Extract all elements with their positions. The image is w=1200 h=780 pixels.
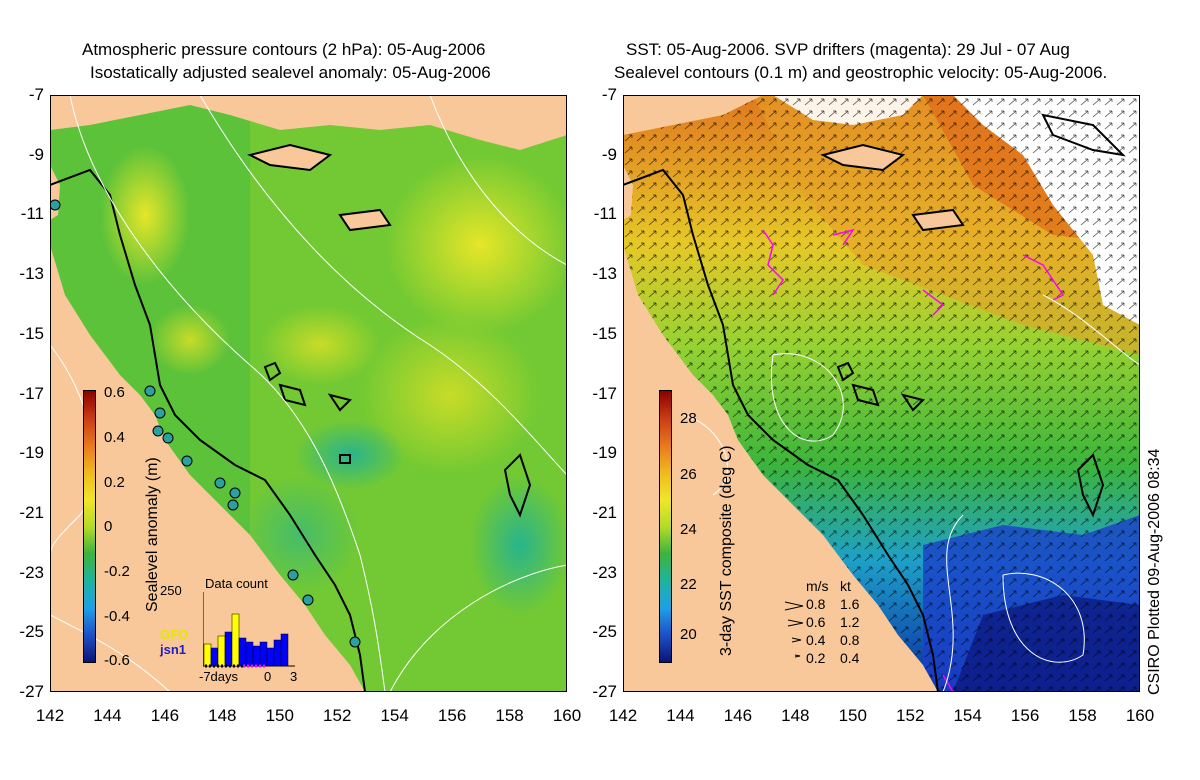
right-title-line2: Sealevel contours (0.1 m) and geostrophi…: [614, 63, 1108, 82]
sealevel-colorbar: [83, 390, 96, 663]
left-lat-tick: -23: [19, 562, 44, 582]
left-lat-tick: -13: [19, 264, 44, 284]
sst-colorbar-label: 3-day SST composite (deg C): [718, 445, 735, 656]
sl-tick-3: 0: [104, 518, 113, 535]
data-count-xtick-3: 3: [290, 669, 298, 684]
right-lat-tick: -13: [592, 264, 617, 284]
left-title-line1: Atmospheric pressure contours (2 hPa): 0…: [82, 40, 486, 59]
data-count-max: 250: [160, 583, 182, 598]
velocity-key-kt-0: 1.6: [840, 596, 860, 612]
right-lat-tick: -27: [592, 682, 617, 701]
left-lat-tick: -17: [19, 383, 44, 403]
data-count-title: Data count: [205, 576, 268, 591]
sl-tick-2: 0.2: [104, 474, 125, 491]
left-lon-tick: 142: [35, 706, 65, 725]
right-lon-tick: 156: [1010, 706, 1040, 725]
left-lat-tick: -19: [19, 443, 44, 463]
sl-tick-1: 0.4: [104, 429, 125, 446]
right-lon-tick: 144: [666, 706, 695, 725]
right-lat-tick: -17: [592, 383, 617, 403]
right-lon-tick: 160: [1125, 706, 1155, 725]
sl-tick-6: -0.6: [104, 652, 130, 669]
velocity-key-kt-1: 1.2: [840, 614, 860, 630]
right-lon-tick: 158: [1068, 706, 1097, 725]
left-map-frame: [50, 95, 567, 692]
right-lat-tick: -11: [593, 204, 617, 224]
right-lat-tick: -25: [592, 622, 617, 642]
sealevel-anomaly-map: [50, 95, 567, 692]
left-title-line2: Isostatically adjusted sealevel anomaly:…: [90, 63, 491, 82]
right-lat-tick: -9: [601, 144, 617, 164]
left-lon-tick: 146: [150, 706, 180, 725]
sst-tick-28: 28: [680, 410, 697, 427]
left-lon-tick: 154: [380, 706, 409, 725]
satellite-gfo-label: GFO: [160, 627, 189, 642]
right-lon-tick: 150: [838, 706, 867, 725]
data-count-xlabel: -7days: [199, 669, 239, 684]
sl-tick-0: 0.6: [104, 384, 125, 401]
right-lon-tick: 148: [781, 706, 810, 725]
left-lat-tick: -25: [19, 622, 44, 642]
right-lon-tick: 142: [608, 706, 638, 725]
left-lon-tick: 148: [208, 706, 237, 725]
velocity-key-arrows: [784, 601, 804, 658]
left-lon-tick: 158: [495, 706, 524, 725]
velocity-key-ms-0: 0.8: [806, 596, 826, 612]
left-lat-tick: -11: [20, 204, 44, 224]
left-lat-tick: -15: [19, 323, 44, 343]
left-lat-tick: -7: [28, 85, 44, 104]
velocity-key-kt-2: 0.8: [840, 632, 860, 648]
right-lat-tick: -15: [592, 323, 617, 343]
right-title-line1: SST: 05-Aug-2006. SVP drifters (magenta)…: [626, 40, 1070, 59]
data-count-xtick-0: 0: [264, 669, 272, 684]
velocity-key-ms-2: 0.4: [806, 632, 826, 648]
sst-tick-20: 20: [680, 626, 697, 643]
velocity-key-ms-3: 0.2: [806, 650, 826, 666]
tide-gauge-markers: [50, 199, 361, 648]
left-lon-tick: 152: [323, 706, 352, 725]
plot-credit: CSIRO Plotted 09-Aug-2006 08:34: [1146, 448, 1163, 695]
satellite-jsn1-label: jsn1: [160, 642, 187, 657]
sst-tick-26: 26: [680, 466, 697, 483]
right-map-frame: [623, 95, 1140, 692]
sl-tick-4: -0.2: [104, 563, 130, 580]
right-lon-tick: 152: [896, 706, 925, 725]
sl-tick-5: -0.4: [104, 608, 130, 625]
left-lat-tick: -9: [28, 144, 44, 164]
velocity-key-header-kt: kt: [840, 578, 851, 594]
right-lon-tick: 154: [953, 706, 982, 725]
right-lat-tick: -19: [592, 443, 617, 463]
sst-tick-24: 24: [680, 521, 697, 538]
right-lat-tick: -21: [592, 502, 617, 522]
velocity-key-header-ms: m/s: [806, 578, 829, 594]
right-lat-tick: -7: [601, 85, 617, 104]
left-lon-tick: 150: [265, 706, 294, 725]
left-lon-tick: 160: [552, 706, 582, 725]
left-lat-tick: -27: [19, 682, 44, 701]
sst-colorbar: [659, 390, 672, 663]
data-count-histogram: [203, 592, 295, 668]
right-lon-tick: 146: [723, 706, 753, 725]
left-lon-tick: 144: [93, 706, 122, 725]
right-lat-tick: -23: [592, 562, 617, 582]
sst-map: [623, 95, 1140, 692]
left-lon-tick: 156: [437, 706, 467, 725]
sst-tick-22: 22: [680, 576, 697, 593]
left-lat-tick: -21: [19, 502, 44, 522]
velocity-key-ms-1: 0.6: [806, 614, 826, 630]
velocity-key-kt-3: 0.4: [840, 650, 860, 666]
